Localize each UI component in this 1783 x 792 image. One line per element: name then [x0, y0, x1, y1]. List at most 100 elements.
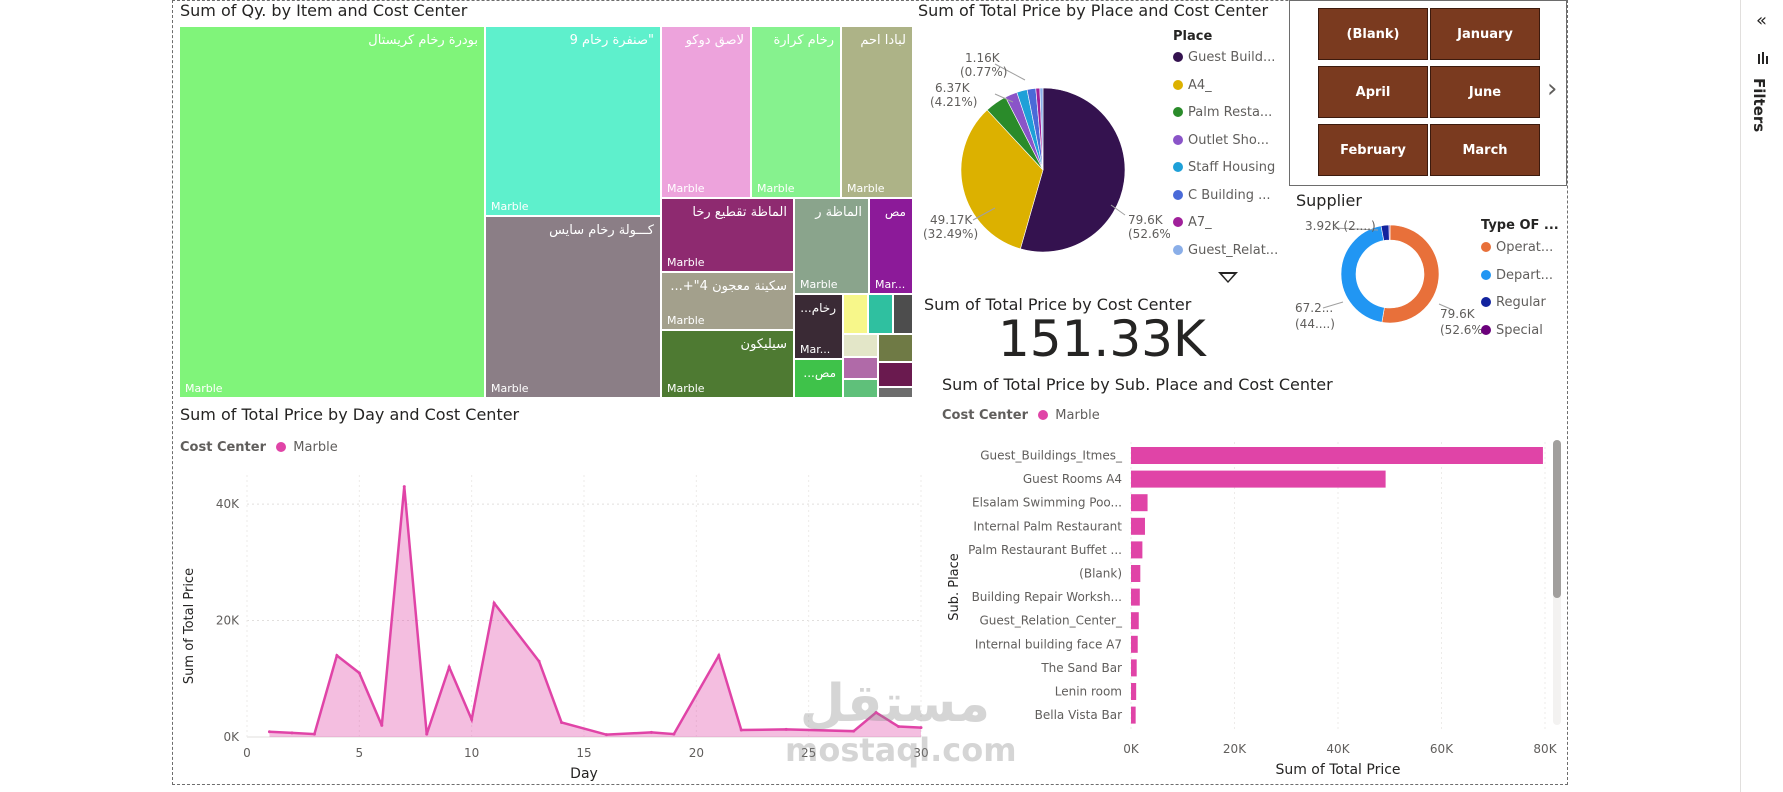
treemap-tile[interactable]: الماظة ر Marble [794, 198, 869, 294]
treemap-tile[interactable]: بودرة رخام كريستال Marble [179, 26, 485, 398]
slicer-button-june[interactable]: June [1430, 66, 1540, 118]
line-point[interactable] [447, 665, 451, 669]
slicer-button-january[interactable]: January [1430, 8, 1540, 60]
treemap-tile[interactable] [843, 357, 878, 379]
slicer-next-icon[interactable]: › [1547, 74, 1558, 104]
line-point[interactable] [874, 711, 878, 715]
collapse-icon[interactable]: « [1756, 10, 1768, 31]
bar-scrollbar-thumb[interactable] [1553, 440, 1561, 598]
donut-legend-item[interactable]: Operat... [1481, 240, 1553, 255]
line-x-tick: 0 [243, 746, 251, 760]
pie-legend-item[interactable]: Staff Housing [1173, 160, 1275, 175]
line-point[interactable] [402, 485, 406, 489]
treemap-tile[interactable] [843, 334, 878, 357]
bar[interactable] [1131, 659, 1137, 677]
treemap-tile[interactable] [843, 379, 878, 398]
pie-legend-item[interactable]: Guest_Relat... [1173, 243, 1278, 258]
donut-legend-item[interactable]: Depart... [1481, 268, 1553, 283]
bar[interactable] [1131, 517, 1145, 535]
treemap-tile[interactable]: رخام كرارة Marble [751, 26, 841, 198]
pie-slice[interactable] [1020, 87, 1126, 253]
line-chart[interactable]: 0K 20K 40K 0 5 10 15 20 25 30 Day Sum of Total Pric… [178, 460, 938, 785]
line-point[interactable] [897, 725, 901, 729]
bar[interactable] [1131, 635, 1138, 653]
line-point[interactable] [425, 732, 429, 736]
filters-icon[interactable] [1758, 52, 1768, 64]
bar[interactable] [1131, 494, 1148, 512]
pie-slice[interactable] [960, 109, 1044, 250]
treemap-tile[interactable] [893, 294, 913, 334]
line-point[interactable] [492, 601, 496, 605]
donut-legend-item[interactable]: Special [1481, 323, 1543, 338]
line-point[interactable] [357, 671, 361, 675]
line-point[interactable] [672, 732, 676, 736]
line-point[interactable] [784, 727, 788, 731]
treemap-tile[interactable] [868, 294, 893, 334]
pie-legend-item[interactable]: Guest Build... [1173, 50, 1275, 65]
line-point[interactable] [604, 733, 608, 737]
treemap-tile[interactable] [878, 387, 913, 398]
treemap-tile[interactable]: مص... [794, 359, 843, 398]
donut-slice[interactable] [1340, 225, 1385, 323]
line-point[interactable] [919, 726, 923, 730]
treemap-tile[interactable]: لاصق دوكو Marble [661, 26, 751, 198]
line-y-axis-label: Sum of Total Price [182, 568, 197, 684]
line-point[interactable] [717, 653, 721, 657]
pie-legend-item[interactable]: A7_ [1173, 215, 1212, 230]
pie-legend-item[interactable]: Palm Resta... [1173, 105, 1272, 120]
line-point[interactable] [852, 729, 856, 733]
line-point[interactable] [380, 723, 384, 727]
bar[interactable] [1131, 447, 1543, 464]
slicer-button-april[interactable]: April [1318, 66, 1428, 118]
treemap-tile[interactable]: لبادا احم Marble [841, 26, 913, 198]
treemap-tile[interactable] [843, 294, 868, 334]
pie-legend-label: Palm Resta... [1188, 105, 1273, 120]
bar[interactable] [1131, 565, 1141, 582]
bar-chart[interactable]: 0K 20K 40K 60K 80K Guest_Buildings_Itmes_ Gues… [940, 430, 1570, 785]
pie-legend-label: Outlet Sho... [1188, 132, 1270, 148]
treemap-tile[interactable]: "صنفرة رخام 9 Marble [485, 26, 661, 216]
line-point[interactable] [560, 720, 564, 724]
bar[interactable] [1131, 612, 1139, 630]
donut-slice[interactable] [1381, 224, 1440, 324]
card-title: Sum of Total Price by Cost Center [924, 295, 1192, 314]
filters-label[interactable]: Filters [1750, 78, 1768, 133]
donut-legend-label: Operat... [1496, 240, 1554, 255]
treemap-tile-label: رخام... [801, 301, 836, 315]
pie-legend-item[interactable]: A4_ [1173, 78, 1212, 93]
treemap-tile[interactable]: رخام... Mar... [794, 294, 843, 359]
treemap-tile[interactable]: كـــولة رخام سايس Marble [485, 216, 661, 398]
treemap-tile-cost-center: Marble [491, 382, 529, 395]
donut-legend-item[interactable]: Regular [1481, 295, 1546, 310]
line-point[interactable] [739, 728, 743, 732]
donut-chart[interactable]: 3.92K (2....) 67.2... (44....) 79.6K (52.6%) [1293, 212, 1483, 342]
pie-chart[interactable]: 1.16K(0.77%) 6.37K(4.21%) 49.17K(32.49%) 79… [915, 40, 1170, 260]
slicer-button-blank[interactable]: (Blank) [1318, 8, 1428, 60]
treemap-tile[interactable]: الماظة تقطيع رخا Marble [661, 198, 794, 272]
slicer-button-march[interactable]: March [1430, 124, 1540, 176]
treemap-tile[interactable]: مص Mar... [869, 198, 913, 294]
line-point[interactable] [470, 718, 474, 722]
treemap-tile[interactable] [878, 334, 913, 362]
pie-legend-item[interactable]: C Building ... [1173, 188, 1270, 203]
pie-legend-item[interactable]: Outlet Sho... [1173, 133, 1269, 148]
bar-scrollbar[interactable] [1553, 440, 1561, 725]
bar[interactable] [1131, 706, 1136, 724]
treemap-visual[interactable]: بودرة رخام كريستال Marble "صنفرة رخام 9 Mar… [179, 26, 913, 398]
bar[interactable] [1131, 541, 1143, 559]
treemap-tile[interactable]: سكينة معجون 4"+... Marble [661, 272, 794, 330]
treemap-tile[interactable]: سيليكون Marble [661, 330, 794, 398]
line-point[interactable] [537, 659, 541, 663]
donut-slice[interactable] [1388, 224, 1391, 241]
line-point[interactable] [290, 731, 294, 735]
line-point[interactable] [312, 732, 316, 736]
line-point[interactable] [335, 653, 339, 657]
line-point[interactable] [267, 730, 271, 734]
line-point[interactable] [649, 730, 653, 734]
bar[interactable] [1131, 588, 1140, 606]
slicer-button-february[interactable]: February [1318, 124, 1428, 176]
treemap-tile[interactable] [878, 362, 913, 387]
bar[interactable] [1131, 470, 1386, 488]
bar[interactable] [1131, 683, 1137, 700]
pie-slice[interactable] [1039, 87, 1044, 171]
